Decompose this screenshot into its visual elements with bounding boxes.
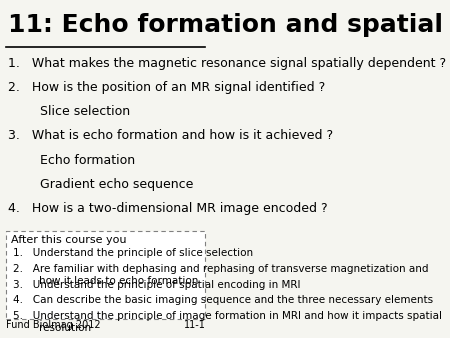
Text: 2.   Are familiar with dephasing and rephasing of transverse magnetization and
 : 2. Are familiar with dephasing and repha… (13, 264, 428, 286)
Text: 5.   Understand the principle of image formation in MRI and how it impacts spati: 5. Understand the principle of image for… (13, 311, 442, 333)
Text: After this course you: After this course you (11, 235, 126, 245)
Text: 11: Echo formation and spatial encoding: 11: Echo formation and spatial encoding (9, 13, 450, 37)
Text: Fund BioImag 2012: Fund BioImag 2012 (6, 320, 101, 330)
Text: 3.   Understand the principle of spatial encoding in MRI: 3. Understand the principle of spatial e… (13, 280, 300, 290)
Text: Slice selection: Slice selection (9, 105, 130, 118)
Text: 1.   What makes the magnetic resonance signal spatially dependent ?: 1. What makes the magnetic resonance sig… (9, 56, 446, 70)
Text: 3.   What is echo formation and how is it achieved ?: 3. What is echo formation and how is it … (9, 129, 333, 142)
Text: Gradient echo sequence: Gradient echo sequence (9, 178, 194, 191)
Text: Echo formation: Echo formation (9, 154, 135, 167)
Text: 4.   Can describe the basic imaging sequence and the three necessary elements: 4. Can describe the basic imaging sequen… (13, 295, 433, 305)
Text: 4.   How is a two-dimensional MR image encoded ?: 4. How is a two-dimensional MR image enc… (9, 202, 328, 215)
FancyBboxPatch shape (6, 231, 206, 318)
Text: 1.   Understand the principle of slice selection: 1. Understand the principle of slice sel… (13, 248, 253, 258)
Text: 2.   How is the position of an MR signal identified ?: 2. How is the position of an MR signal i… (9, 81, 326, 94)
Text: 11-1: 11-1 (184, 320, 206, 330)
